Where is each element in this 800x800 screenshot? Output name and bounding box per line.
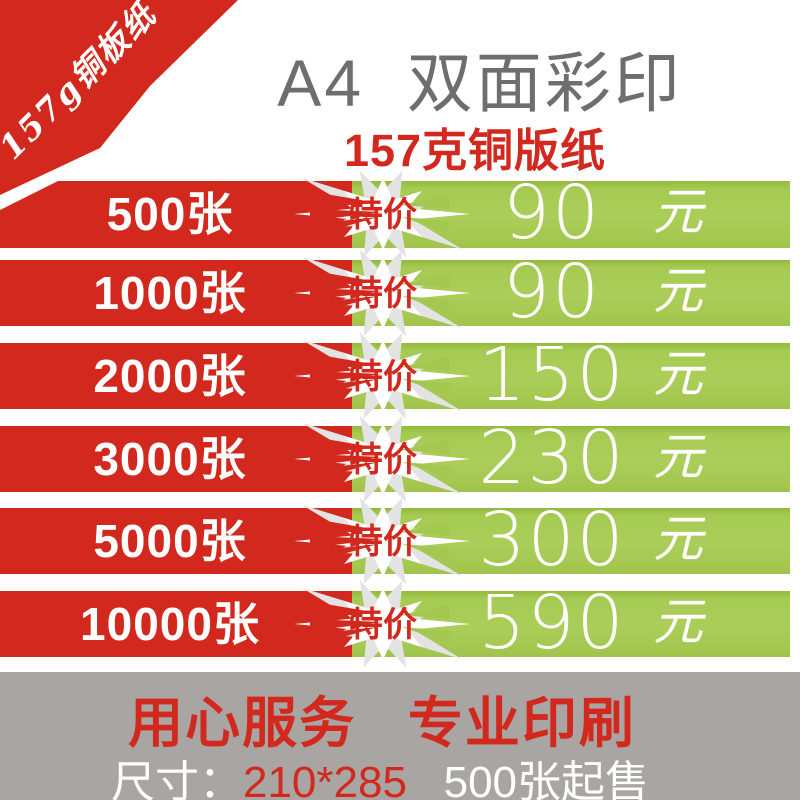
quantity-bar <box>0 343 352 409</box>
special-offer-badge: 特价 <box>349 196 417 234</box>
footer: 用心服务 专业印刷 尺寸：210*285 500张起售 <box>0 672 800 800</box>
price-unit: 元 <box>653 262 703 320</box>
quantity-label: 2000张 <box>93 350 247 402</box>
price-row: 5000张 300 元 特价 <box>0 497 800 585</box>
special-offer-burst-icon: 特价 <box>294 170 470 258</box>
size-value: 210*285 <box>242 758 407 800</box>
price-value: 90 <box>502 170 602 256</box>
price-unit: 元 <box>653 428 703 486</box>
price-value: 230 <box>478 415 626 501</box>
size-label: 尺寸： <box>110 758 243 800</box>
price-unit: 元 <box>653 345 703 403</box>
price-unit: 元 <box>653 183 703 241</box>
special-offer-badge: 特价 <box>349 358 417 396</box>
special-offer-burst-icon: 特价 <box>294 497 470 585</box>
special-offer-badge: 特价 <box>349 606 417 644</box>
footer-meta: 尺寸：210*285 500张起售 <box>0 746 780 800</box>
meta-spacer <box>407 758 444 800</box>
min-order-label: 500张起售 <box>443 758 650 800</box>
price-row: 3000张 230 元 特价 <box>0 415 800 503</box>
paper-type-subtitle: 157克铜版纸 <box>343 125 607 176</box>
footer-slogan: 用心服务 专业印刷 <box>128 692 636 754</box>
page-title: A4 双面彩印 <box>277 46 683 120</box>
special-offer-badge: 特价 <box>349 275 417 313</box>
quantity-bar <box>0 181 352 248</box>
quantity-bar <box>0 508 352 574</box>
price-value: 590 <box>478 580 626 666</box>
price-value: 150 <box>478 332 626 418</box>
special-offer-burst-icon: 特价 <box>294 580 470 668</box>
price-value: 90 <box>502 249 602 335</box>
price-row: 10000张 590 元 特价 <box>0 580 800 668</box>
price-row: 2000张 150 元 特价 <box>0 332 800 420</box>
quantity-label: 500张 <box>106 188 234 240</box>
price-row: 1000张 90 元 特价 <box>0 249 800 337</box>
quantity-label: 1000张 <box>93 267 247 319</box>
special-offer-burst-icon: 特价 <box>294 415 470 503</box>
price-row: 500张 90 元 特价 <box>0 170 800 258</box>
price-unit: 元 <box>653 510 703 568</box>
price-unit: 元 <box>653 593 703 651</box>
price-value: 300 <box>478 497 626 583</box>
special-offer-burst-icon: 特价 <box>294 249 470 337</box>
quantity-label: 10000张 <box>80 598 260 650</box>
quantity-bar <box>0 426 352 492</box>
special-offer-badge: 特价 <box>349 441 417 479</box>
quantity-label: 3000张 <box>93 433 247 485</box>
quantity-bar <box>0 260 352 326</box>
corner-ribbon <box>0 0 250 210</box>
special-offer-badge: 特价 <box>349 523 417 561</box>
special-offer-burst-icon: 特价 <box>294 332 470 420</box>
quantity-label: 5000张 <box>93 515 247 567</box>
quantity-bar <box>0 591 352 657</box>
